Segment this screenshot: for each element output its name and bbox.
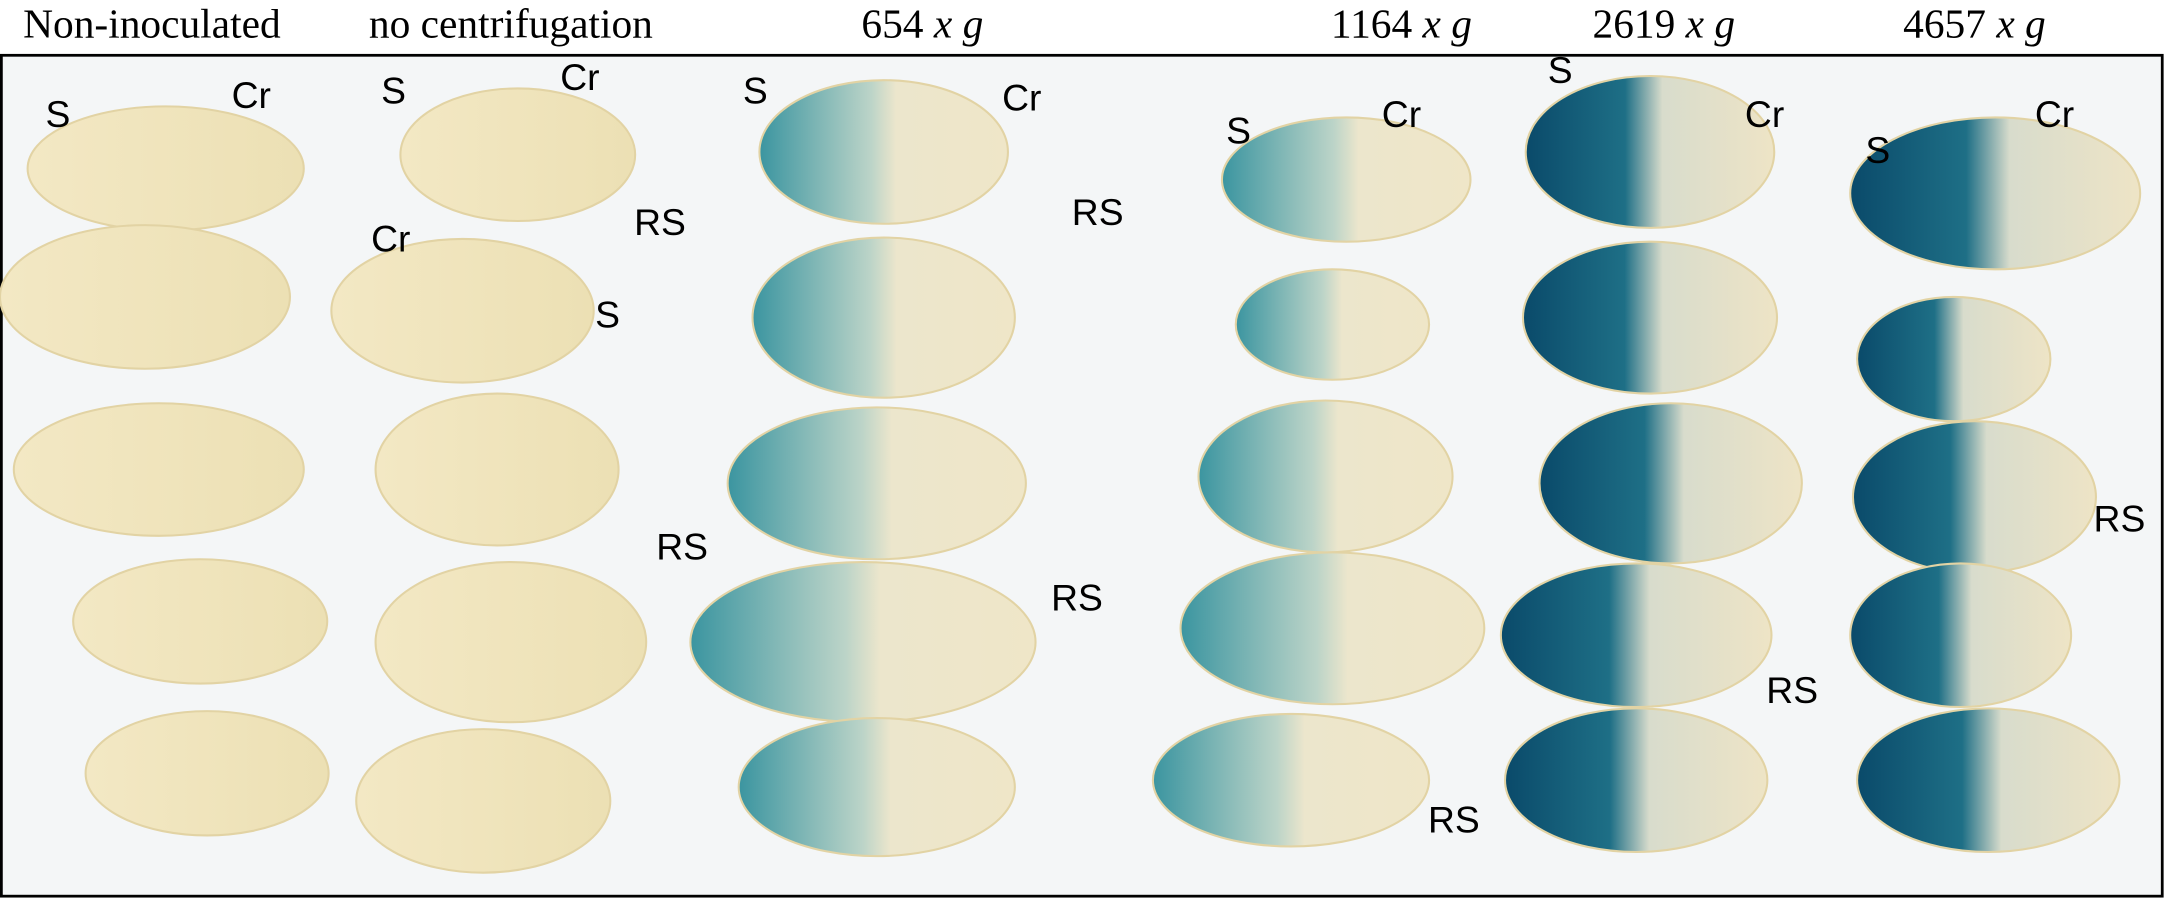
annotation: Cr bbox=[1382, 93, 1421, 135]
embryo bbox=[1179, 551, 1486, 706]
embryo bbox=[1521, 240, 1779, 395]
annotation: S bbox=[1548, 49, 1573, 91]
annotation: RS bbox=[1766, 669, 1818, 711]
annotation: RS bbox=[656, 525, 708, 567]
embryo bbox=[0, 224, 291, 370]
embryo bbox=[1197, 399, 1454, 554]
embryo bbox=[1499, 562, 1773, 709]
header-unit: x g bbox=[933, 0, 983, 46]
embryo bbox=[737, 717, 1016, 858]
embryo bbox=[758, 79, 1009, 225]
embryo bbox=[72, 558, 329, 685]
header-unit: x g bbox=[1685, 0, 1735, 46]
embryo bbox=[1234, 268, 1431, 381]
annotation: Cr bbox=[1002, 77, 1041, 119]
annotation: Cr bbox=[232, 74, 271, 116]
header-unit: x g bbox=[1422, 0, 1472, 46]
annotation: S bbox=[1226, 110, 1251, 152]
annotation: RS bbox=[1051, 576, 1103, 618]
embryo bbox=[1856, 707, 2121, 854]
embryo bbox=[330, 237, 595, 384]
embryo bbox=[399, 87, 637, 223]
embryo bbox=[374, 392, 620, 547]
embryo bbox=[84, 710, 330, 837]
annotation: Cr bbox=[1745, 93, 1784, 135]
header-unit: x g bbox=[1995, 0, 2045, 46]
column-header: 1164 x g bbox=[1331, 0, 1472, 46]
embryo bbox=[1538, 402, 1803, 565]
embryo bbox=[1851, 420, 2097, 575]
embryo bbox=[751, 236, 1016, 399]
annotation: S bbox=[1865, 129, 1890, 171]
embryo bbox=[1849, 562, 2073, 709]
embryo bbox=[1856, 295, 2052, 423]
embryo bbox=[1524, 74, 1776, 229]
embryo bbox=[1220, 116, 1472, 243]
embryo bbox=[1151, 712, 1431, 848]
column-header: 4657 x g bbox=[1903, 0, 2046, 46]
annotation: S bbox=[595, 293, 620, 335]
annotation: Cr bbox=[560, 56, 599, 98]
annotation: S bbox=[743, 70, 768, 112]
embryo bbox=[689, 560, 1037, 724]
embryo bbox=[726, 406, 1027, 561]
embryo bbox=[1503, 707, 1769, 854]
header-number: 1164 bbox=[1331, 0, 1413, 46]
embryo bbox=[374, 560, 648, 724]
header-number: 4657 bbox=[1903, 0, 1986, 46]
annotation: Cr bbox=[371, 217, 410, 259]
labels: Non-inoculated no centrifugation 654 x g 11… bbox=[23, 0, 2145, 840]
embryo bbox=[12, 402, 305, 537]
annotation: Cr bbox=[2035, 93, 2074, 135]
column-header: 654 x g bbox=[861, 0, 983, 46]
embryo-photos bbox=[0, 74, 2142, 874]
annotation: RS bbox=[1072, 191, 1124, 233]
annotation: S bbox=[46, 93, 71, 135]
embryo bbox=[1849, 116, 2142, 271]
annotation: S bbox=[381, 70, 406, 112]
column-header: no centrifugation bbox=[369, 0, 653, 46]
annotation: RS bbox=[2094, 498, 2146, 540]
header-number: 654 bbox=[861, 0, 923, 46]
column-header: 2619 x g bbox=[1592, 0, 1735, 46]
annotation: RS bbox=[1428, 799, 1480, 841]
header-number: 2619 bbox=[1592, 0, 1675, 46]
column-header: Non-inoculated bbox=[23, 0, 281, 46]
embryo bbox=[355, 728, 612, 874]
annotation: RS bbox=[634, 201, 686, 243]
